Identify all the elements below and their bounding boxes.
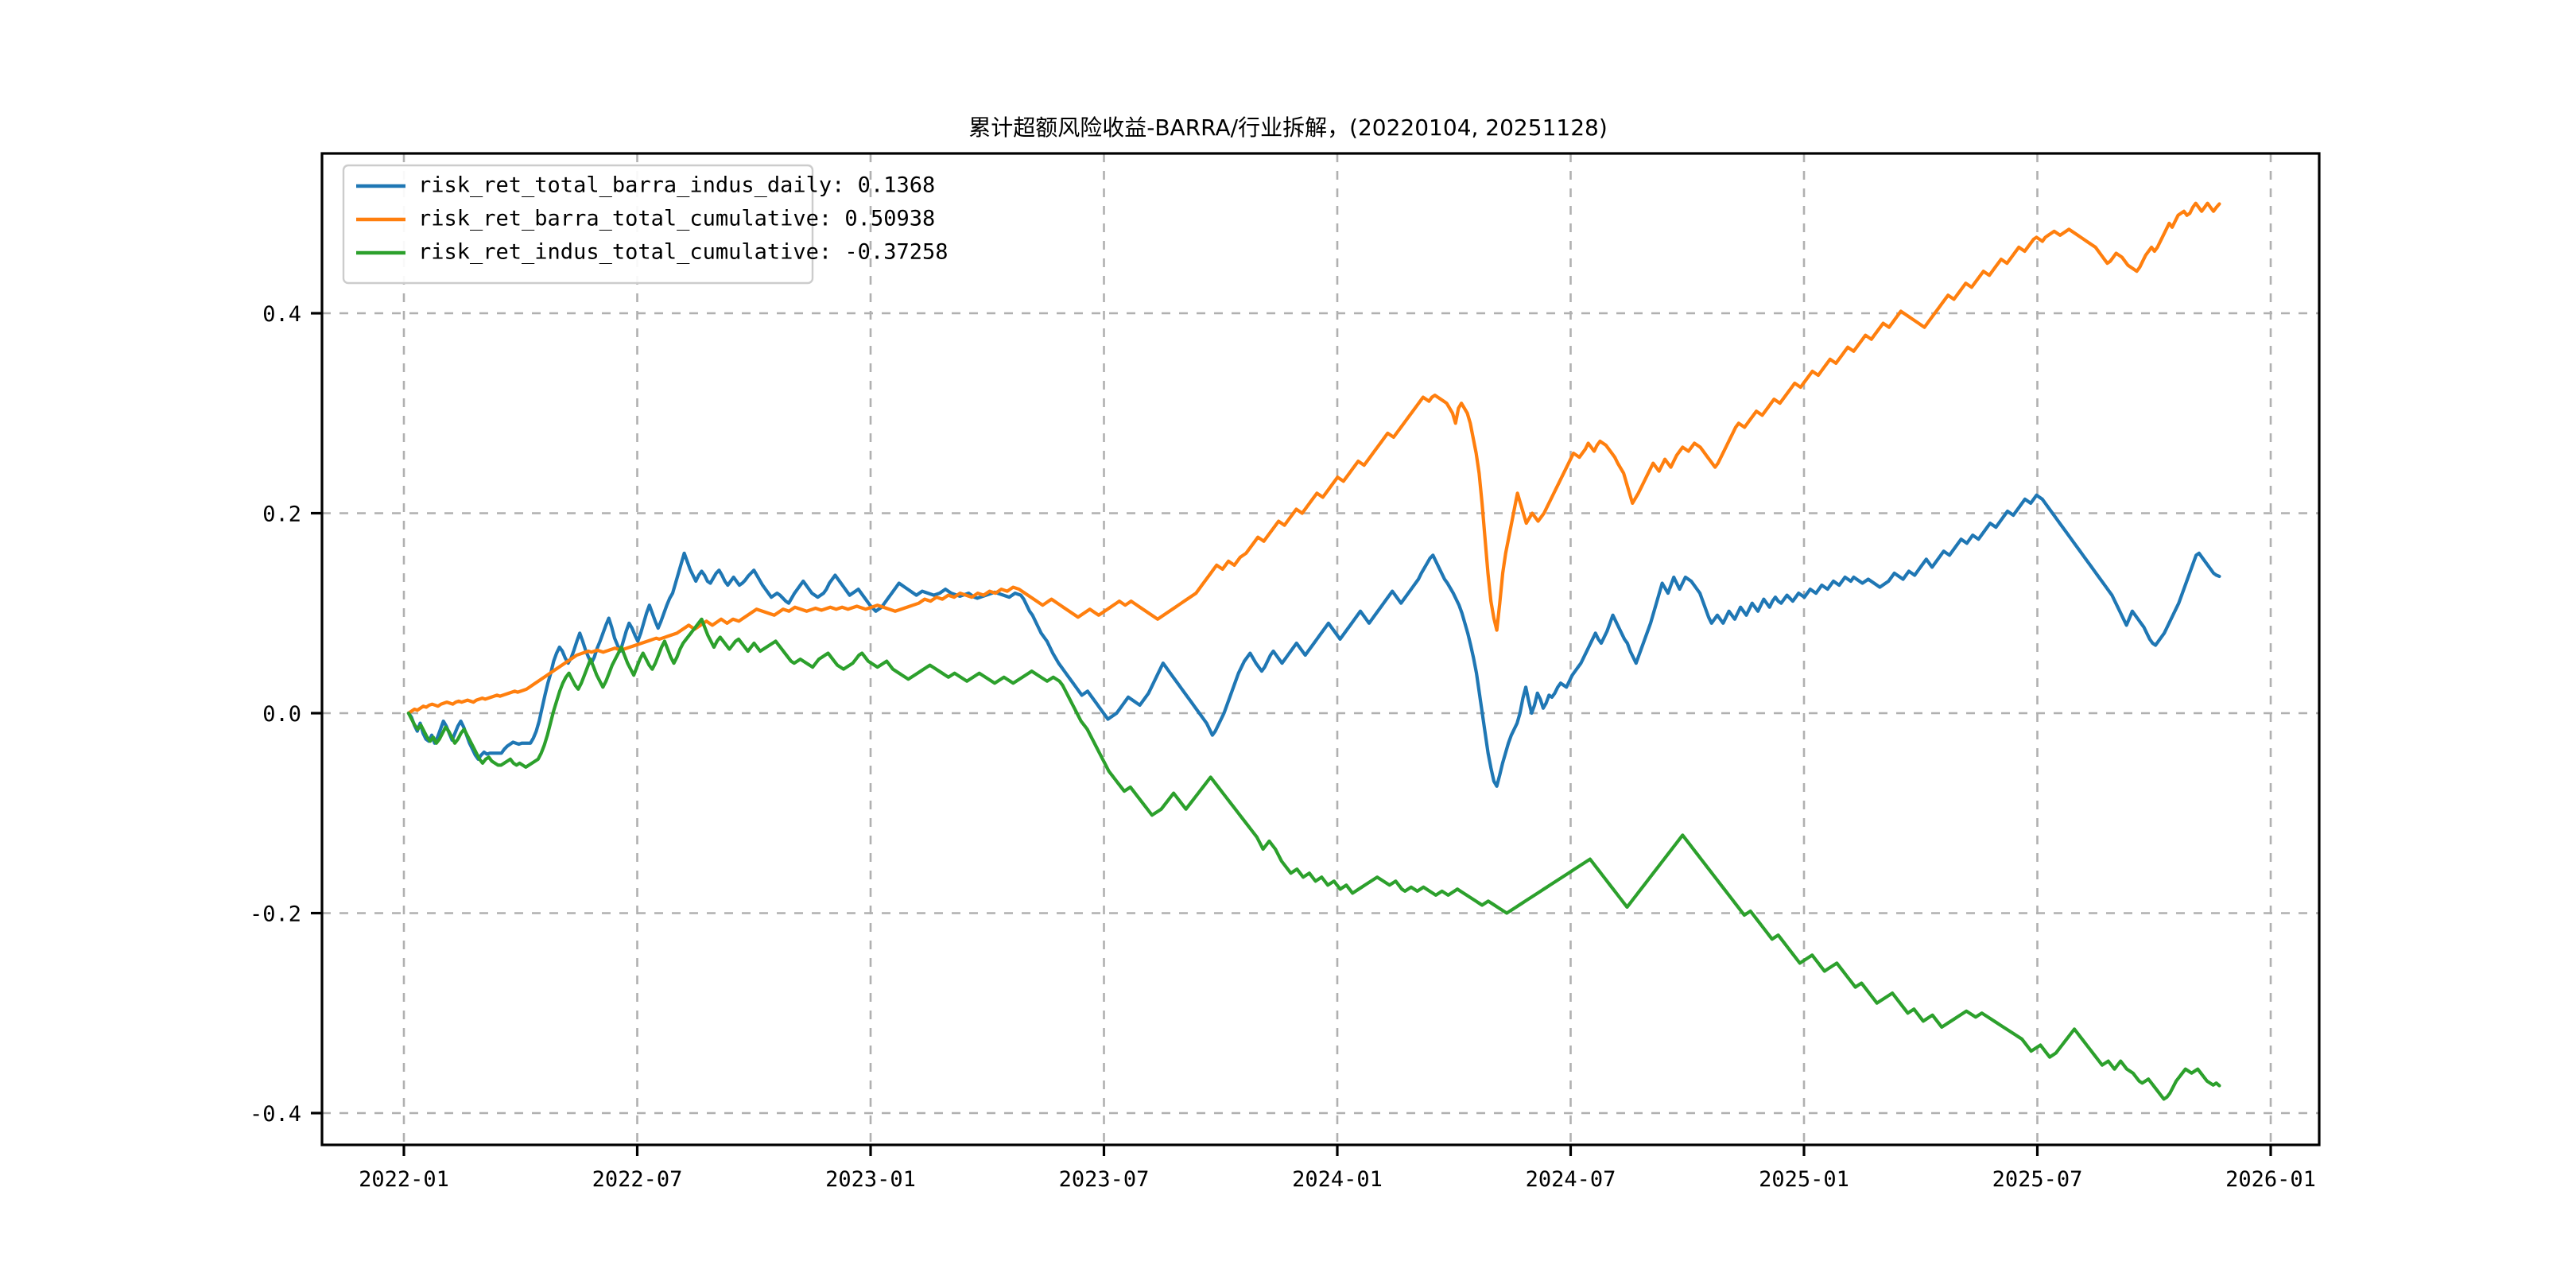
y-tick-label: 0.0	[262, 702, 301, 727]
legend-label-risk_ret_indus_total_cumulative: risk_ret_indus_total_cumulative: -0.3725…	[418, 240, 948, 265]
x-tick-label: 2024-01	[1292, 1167, 1383, 1192]
x-tick-label: 2022-01	[359, 1167, 449, 1192]
x-tick-label: 2026-01	[2225, 1167, 2316, 1192]
series-line-risk_ret_barra_total_cumulative	[406, 201, 2221, 716]
axis-ticks	[311, 312, 2272, 1156]
x-tick-label: 2023-01	[825, 1167, 916, 1192]
x-tick-label: 2023-07	[1059, 1167, 1150, 1192]
y-tick-label: -0.4	[250, 1102, 301, 1127]
series-line-risk_ret_total_barra_indus_daily	[406, 493, 2221, 788]
y-tick-label: 0.2	[262, 502, 301, 527]
gridlines	[322, 153, 2319, 1145]
legend: risk_ret_total_barra_indus_daily: 0.1368…	[342, 164, 948, 285]
y-tick-label: -0.2	[250, 902, 301, 927]
legend-label-risk_ret_total_barra_indus_daily: risk_ret_total_barra_indus_daily: 0.1368	[418, 173, 935, 198]
page-title: 累计超额风险收益-BARRA/行业拆解，(20220104, 20251128)	[968, 114, 1608, 141]
x-tick-label: 2025-01	[1759, 1167, 1849, 1192]
axis-tick-labels: 0.4 0.2 0.0 -0.2 -0.4 2022-01 2022-07 2023-01 20…	[250, 302, 2316, 1192]
y-tick-label: 0.4	[262, 302, 301, 327]
plot-area-frame	[320, 152, 2321, 1146]
series-line-risk_ret_indus_total_cumulative	[406, 617, 2221, 1101]
x-tick-label: 2024-07	[1526, 1167, 1616, 1192]
legend-label-risk_ret_barra_total_cumulative: risk_ret_barra_total_cumulative: 0.50938	[418, 207, 935, 231]
series-lines	[406, 201, 2221, 1101]
x-tick-label: 2025-07	[1992, 1167, 2083, 1192]
x-tick-label: 2022-07	[592, 1167, 683, 1192]
legend-background	[342, 164, 814, 285]
